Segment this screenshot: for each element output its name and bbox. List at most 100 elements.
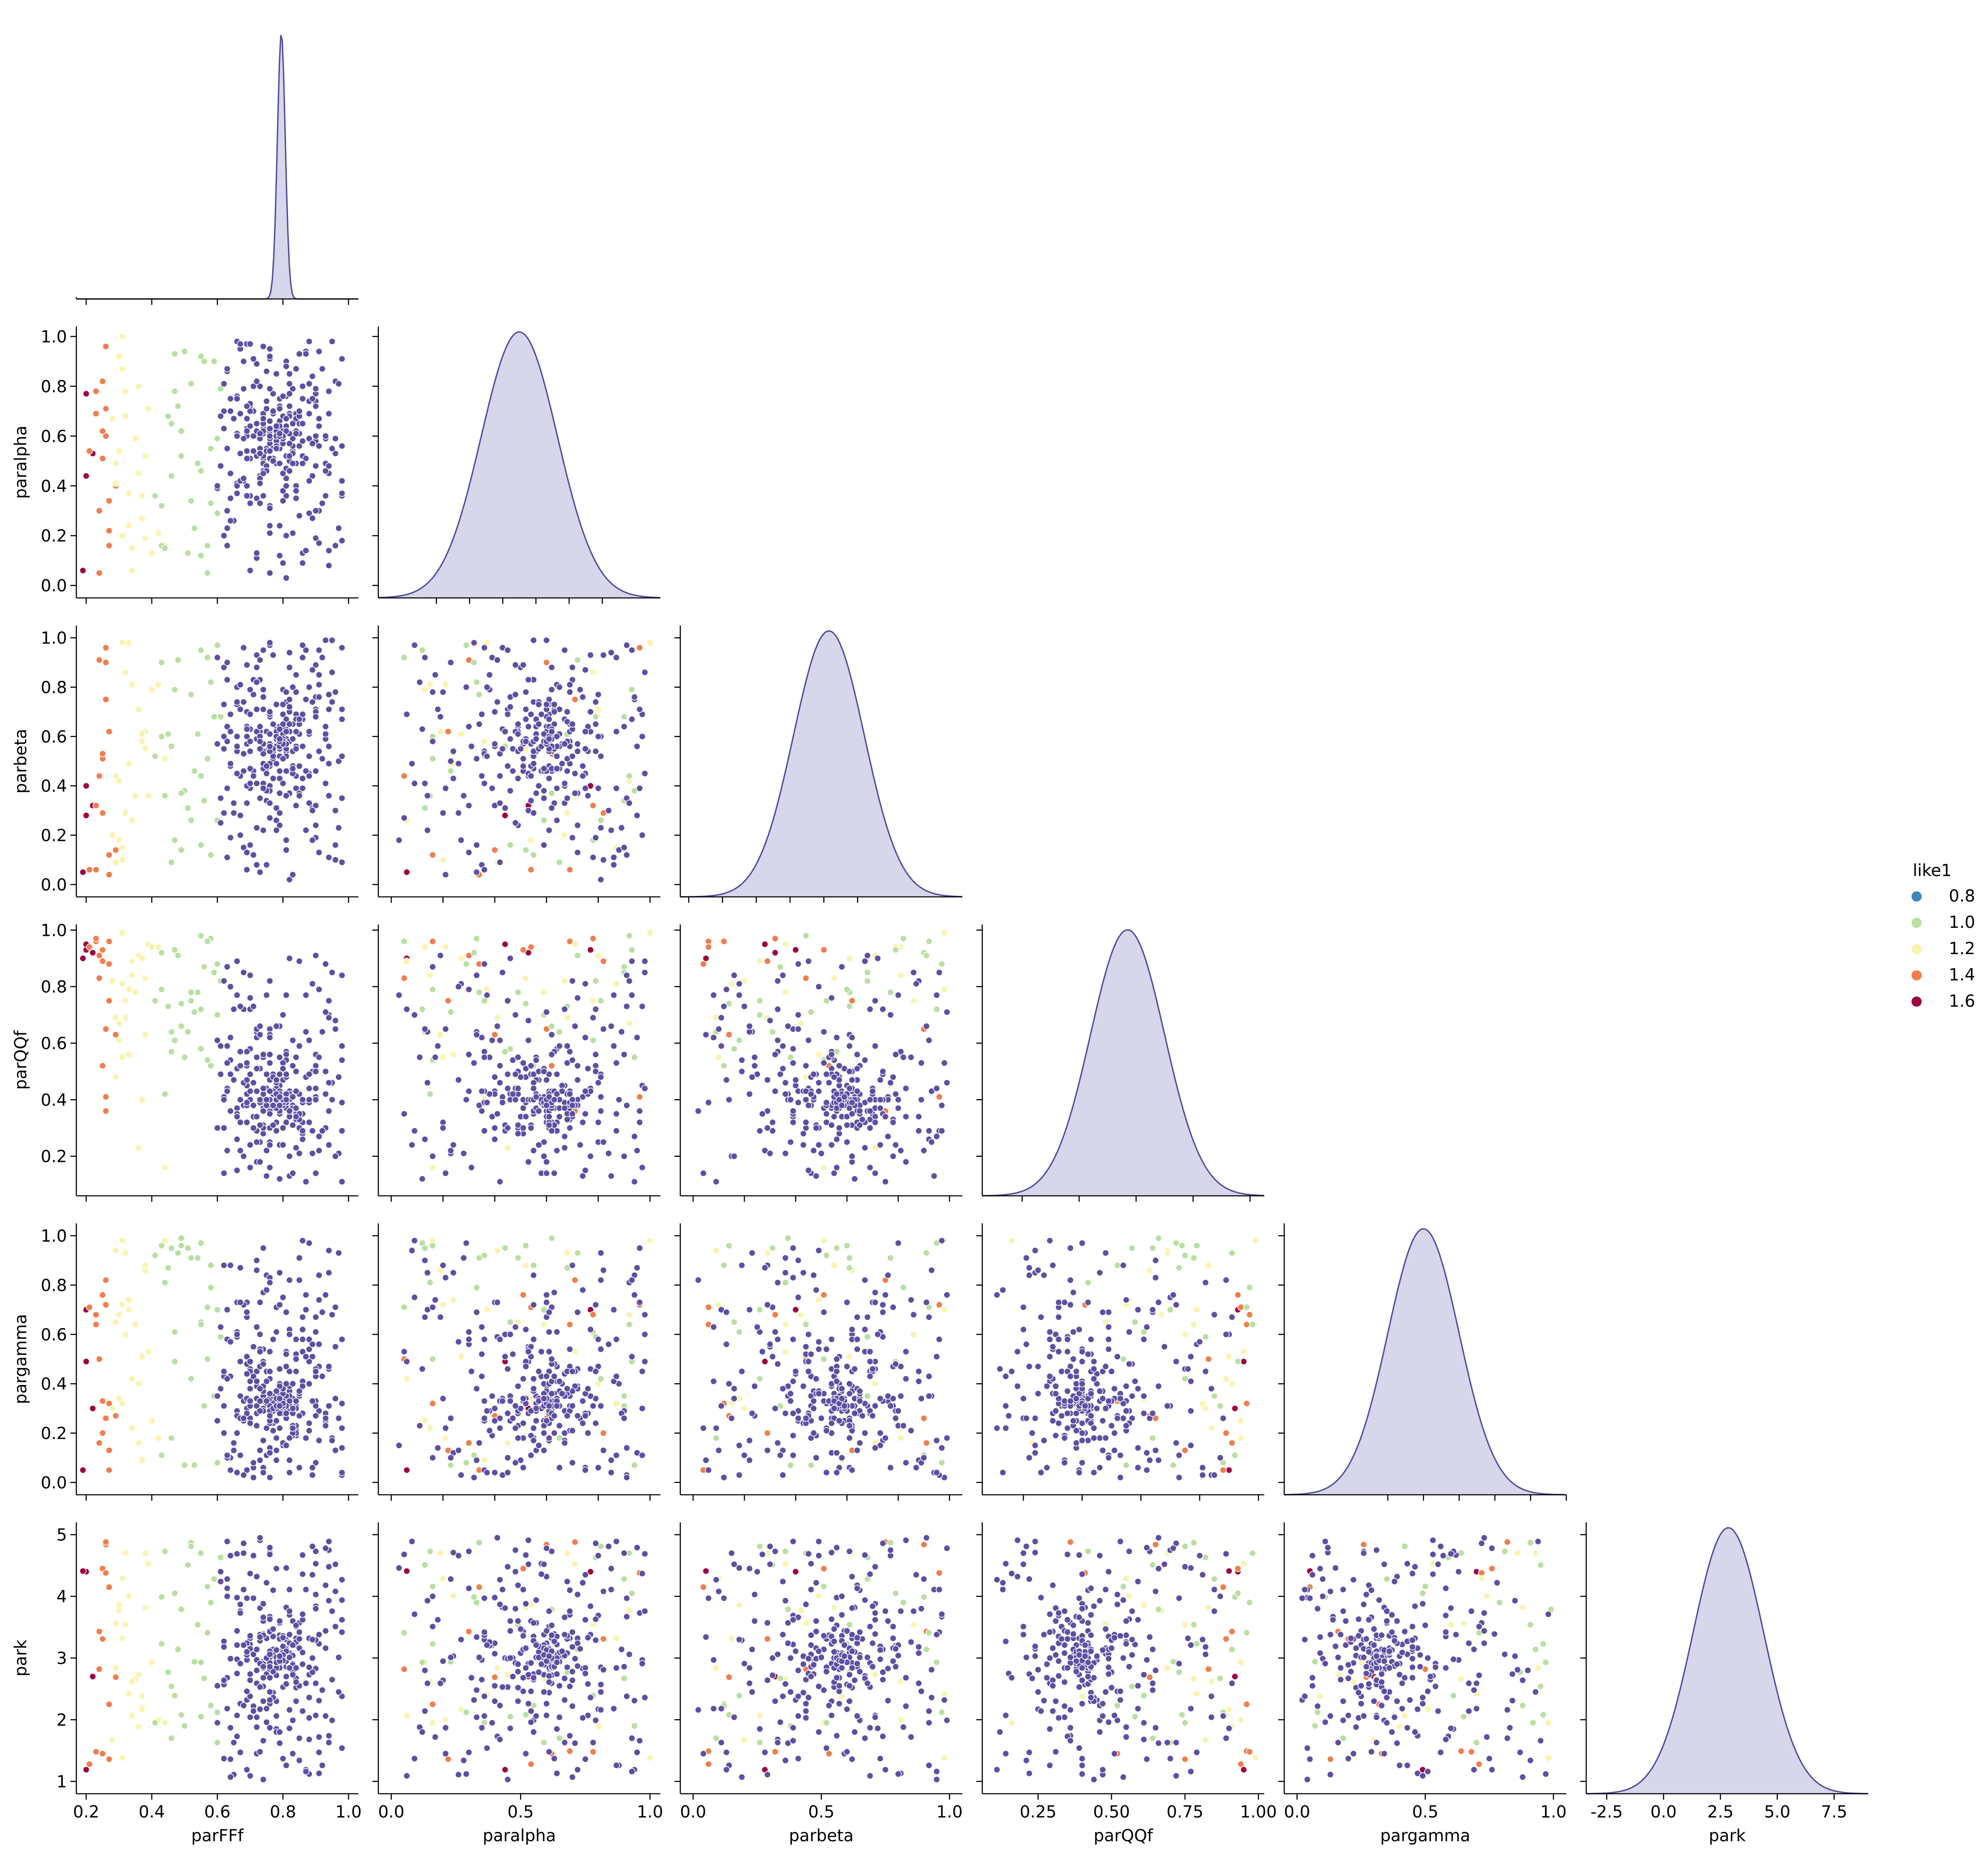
data-point bbox=[233, 1733, 241, 1740]
data-point bbox=[628, 1734, 636, 1742]
data-point bbox=[256, 1534, 264, 1541]
data-point bbox=[494, 1022, 501, 1030]
data-point bbox=[527, 1707, 535, 1715]
data-point bbox=[266, 743, 274, 750]
data-point bbox=[411, 1127, 418, 1134]
data-point bbox=[408, 1538, 416, 1545]
data-point bbox=[95, 974, 103, 982]
data-point bbox=[220, 1402, 228, 1410]
data-point bbox=[256, 1331, 264, 1338]
data-point bbox=[1070, 1355, 1077, 1363]
data-point bbox=[574, 1591, 581, 1598]
data-point bbox=[299, 642, 306, 649]
data-point bbox=[338, 859, 346, 866]
data-point bbox=[429, 1593, 436, 1600]
data-point bbox=[491, 1682, 498, 1689]
data-point bbox=[286, 1153, 293, 1160]
data-point bbox=[187, 988, 195, 996]
data-point bbox=[424, 1079, 431, 1086]
data-point bbox=[882, 1434, 889, 1442]
data-point bbox=[197, 1713, 205, 1720]
data-point bbox=[828, 1051, 835, 1058]
data-point bbox=[478, 1351, 486, 1358]
data-point bbox=[282, 1363, 290, 1370]
data-point bbox=[434, 1616, 442, 1624]
data-point bbox=[260, 693, 267, 701]
data-point bbox=[928, 1694, 935, 1701]
data-point bbox=[553, 817, 561, 824]
data-point bbox=[233, 743, 241, 750]
data-point bbox=[299, 1136, 306, 1143]
data-point bbox=[102, 1093, 109, 1100]
data-point bbox=[237, 1749, 244, 1756]
data-point bbox=[332, 1153, 339, 1160]
data-point bbox=[943, 1079, 950, 1086]
data-point bbox=[833, 1732, 841, 1739]
data-point bbox=[504, 1454, 511, 1461]
data-point bbox=[429, 1583, 436, 1590]
data-point bbox=[131, 792, 139, 799]
data-point bbox=[843, 1363, 851, 1370]
data-point bbox=[564, 1549, 571, 1557]
data-point bbox=[561, 740, 568, 748]
data-point bbox=[289, 1170, 296, 1177]
data-point bbox=[256, 1022, 264, 1030]
data-point bbox=[489, 784, 496, 792]
data-point bbox=[851, 1410, 858, 1417]
data-point bbox=[429, 1640, 436, 1647]
data-point bbox=[730, 1395, 738, 1402]
data-point bbox=[243, 799, 251, 807]
data-point bbox=[470, 1059, 478, 1066]
data-point bbox=[1149, 1244, 1157, 1252]
data-point bbox=[171, 350, 179, 357]
data-point bbox=[431, 671, 439, 678]
data-point bbox=[455, 760, 462, 768]
data-point bbox=[224, 723, 231, 730]
data-point bbox=[122, 997, 129, 1005]
data-point bbox=[154, 530, 162, 537]
data-point bbox=[478, 1088, 486, 1095]
data-point bbox=[579, 762, 587, 770]
data-point bbox=[514, 1697, 522, 1705]
data-point bbox=[769, 1028, 776, 1036]
data-point bbox=[907, 1638, 915, 1646]
data-point bbox=[789, 1059, 797, 1066]
data-point bbox=[338, 1745, 346, 1752]
data-point bbox=[1055, 1348, 1062, 1355]
data-point bbox=[746, 1437, 753, 1444]
data-point bbox=[843, 1706, 851, 1713]
data-point bbox=[532, 1597, 540, 1604]
data-point bbox=[771, 1405, 779, 1412]
data-point bbox=[129, 681, 136, 688]
data-point bbox=[246, 780, 254, 787]
data-point bbox=[794, 1692, 802, 1700]
data-point bbox=[263, 1147, 270, 1154]
data-point bbox=[756, 1725, 763, 1733]
data-point bbox=[504, 1144, 511, 1151]
data-point bbox=[623, 1692, 630, 1700]
data-point bbox=[512, 1459, 519, 1466]
data-point bbox=[191, 768, 198, 775]
data-point bbox=[322, 723, 330, 730]
data-point bbox=[1079, 1437, 1086, 1444]
panel-park-vs-parbeta: 0.0 0.5 1.0 bbox=[674, 1522, 963, 1822]
data-point bbox=[408, 1141, 416, 1149]
data-point bbox=[556, 1464, 563, 1471]
data-point bbox=[613, 1110, 620, 1117]
data-point bbox=[789, 1244, 797, 1252]
data-point bbox=[540, 787, 548, 795]
data-point bbox=[1031, 1247, 1039, 1254]
data-point bbox=[112, 859, 120, 866]
data-point bbox=[830, 1073, 838, 1081]
data-point bbox=[309, 1340, 316, 1348]
y-tick-label: 1 bbox=[56, 1773, 67, 1792]
data-point bbox=[1126, 1328, 1133, 1336]
data-point bbox=[856, 1439, 864, 1447]
data-point bbox=[142, 974, 149, 982]
data-point bbox=[636, 1298, 643, 1306]
data-point bbox=[530, 636, 537, 644]
data-point bbox=[322, 1644, 330, 1652]
y-tick-label: 0.0 bbox=[41, 1474, 67, 1493]
data-point bbox=[713, 1434, 720, 1442]
data-point bbox=[217, 1071, 224, 1078]
